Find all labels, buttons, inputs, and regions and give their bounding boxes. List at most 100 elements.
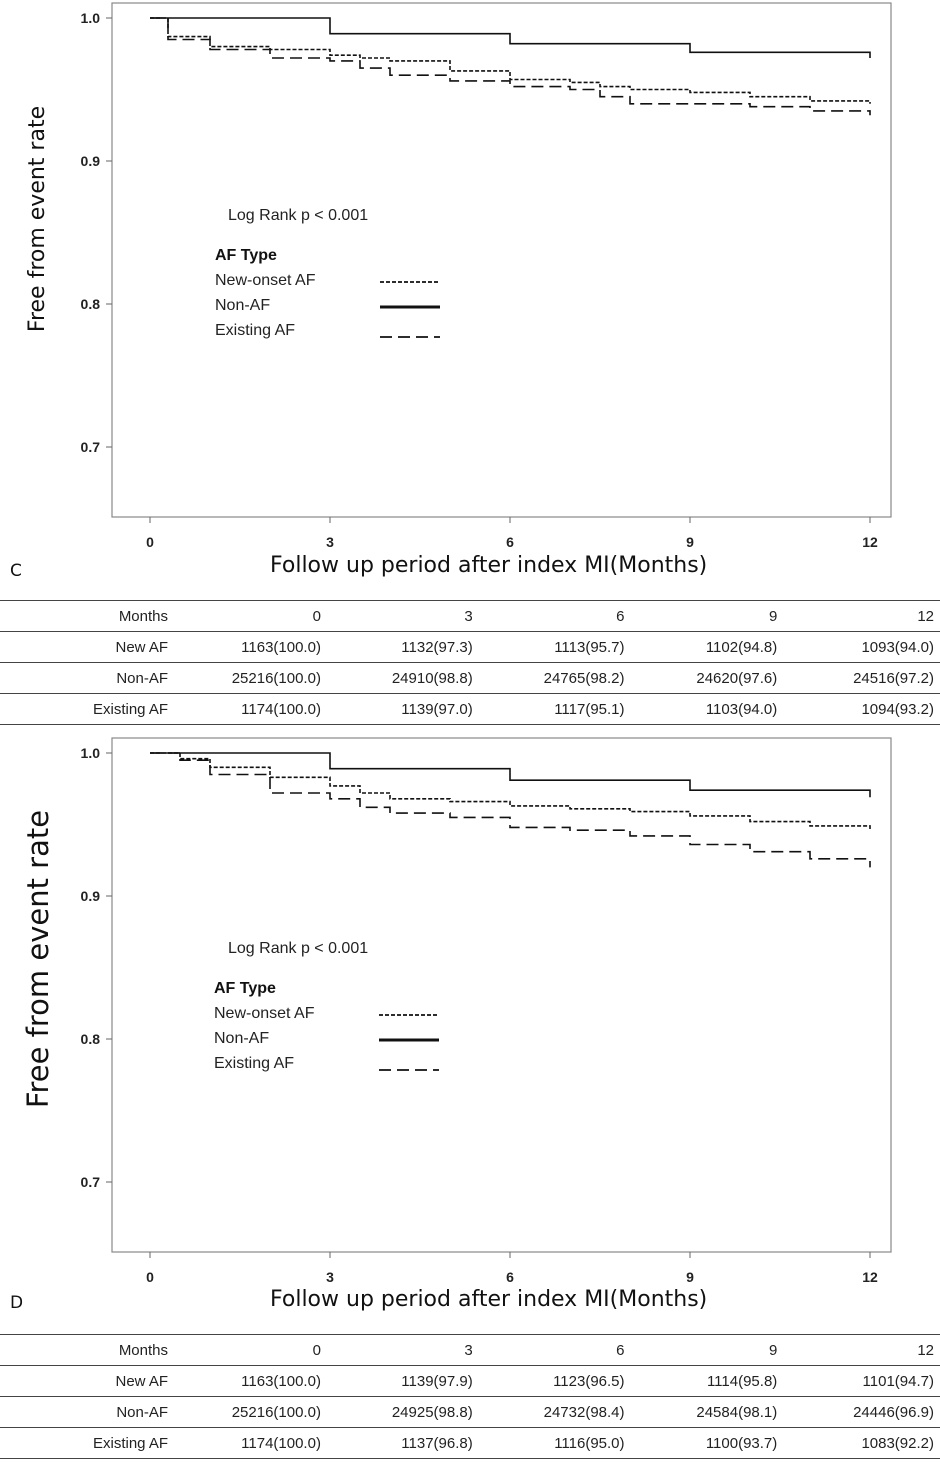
y-tick-label: 0.7 [81, 1174, 101, 1190]
x-tick-label: 9 [686, 1269, 694, 1285]
panel-letter: D [10, 1293, 24, 1313]
panel-d: Free from event rate 1.0 0.9 0.8 0.7 0 3 6 9 12 L… [0, 735, 940, 1335]
table-row: Existing AF 1174(100.0) 1137(96.8) 1116(95.… [0, 1427, 940, 1459]
row-label: Months [0, 600, 171, 632]
table-cell: 9 [624, 600, 778, 632]
table-cell: 1139(97.9) [320, 1365, 473, 1397]
y-tick-label: 0.9 [81, 153, 101, 169]
table-cell: 12 [777, 1334, 940, 1366]
table-cell: 1103(94.0) [624, 693, 778, 725]
series-line-new-onset-af [150, 17, 871, 104]
table-cell: 1137(96.8) [320, 1427, 473, 1459]
legend-label: Existing AF [215, 322, 295, 339]
x-tick-label: 12 [862, 534, 878, 550]
legend-title: AF Type [215, 247, 277, 264]
row-label: Non-AF [0, 1396, 171, 1428]
table-cell: 0 [170, 1334, 321, 1366]
series-line-non-af [150, 752, 871, 798]
row-label: New AF [0, 631, 171, 663]
table-cell: 1132(97.3) [320, 631, 473, 663]
table-cell: 3 [320, 600, 473, 632]
table-cell: 1163(100.0) [170, 631, 321, 663]
table-cell: 24732(98.4) [472, 1396, 625, 1428]
km-chart-d: 1.0 0.9 0.8 0.7 0 3 6 9 12 Log Rank p < 0.001 AF T… [81, 737, 892, 1285]
table-cell: 1113(95.7) [472, 631, 625, 663]
panel-c: Free from event rate 1.0 0.9 0.8 0.7 0 3 6 9 12 L… [0, 0, 940, 600]
table-header-row: Months 0 3 6 9 12 [0, 1334, 940, 1366]
y-tick-label: 0.8 [81, 1031, 101, 1047]
row-label: Non-AF [0, 662, 171, 694]
table-cell: 1163(100.0) [170, 1365, 321, 1397]
y-tick-label: 1.0 [81, 10, 101, 26]
x-tick-label: 9 [686, 534, 694, 550]
x-tick-label: 3 [326, 534, 334, 550]
series-line-new-onset-af [150, 752, 871, 831]
x-tick-label: 6 [506, 1269, 514, 1285]
row-label: Existing AF [0, 693, 171, 725]
row-label: New AF [0, 1365, 171, 1397]
series-line-non-af [150, 17, 871, 58]
y-tick-label: 0.7 [81, 439, 101, 455]
log-rank-annotation: Log Rank p < 0.001 [228, 207, 368, 224]
table-cell: 9 [624, 1334, 778, 1366]
x-axis-label: Follow up period after index MI(Months) [270, 1287, 708, 1312]
plot-frame [111, 2, 892, 518]
log-rank-annotation: Log Rank p < 0.001 [228, 940, 368, 957]
row-label: Existing AF [0, 1427, 171, 1459]
x-tick-label: 0 [146, 534, 154, 550]
legend-label: Non-AF [214, 1030, 269, 1047]
table-cell: 25216(100.0) [170, 662, 321, 694]
y-tick-label: 0.8 [81, 296, 101, 312]
table-cell: 24446(96.9) [777, 1396, 940, 1428]
table-cell: 25216(100.0) [170, 1396, 321, 1428]
table-cell: 1114(95.8) [624, 1365, 778, 1397]
table-row: New AF 1163(100.0) 1139(97.9) 1123(96.5) 111… [0, 1365, 940, 1397]
table-cell: 24910(98.8) [320, 662, 473, 694]
table-cell: 24925(98.8) [320, 1396, 473, 1428]
table-cell: 1101(94.7) [777, 1365, 940, 1397]
y-tick-label: 0.9 [81, 888, 101, 904]
table-cell: 1083(92.2) [777, 1427, 940, 1459]
panel-letter: C [10, 561, 22, 581]
series-line-existing-af [150, 17, 871, 116]
table-cell: 1116(95.0) [472, 1427, 625, 1459]
legend-title: AF Type [214, 980, 276, 997]
table-cell: 1174(100.0) [170, 693, 321, 725]
x-tick-label: 12 [862, 1269, 878, 1285]
table-row: Non-AF 25216(100.0) 24910(98.8) 24765(98.2)… [0, 662, 940, 694]
table-cell: 24584(98.1) [624, 1396, 778, 1428]
table-row: Existing AF 1174(100.0) 1139(97.0) 1117(95.… [0, 693, 940, 725]
table-cell: 1117(95.1) [472, 693, 625, 725]
table-cell: 6 [472, 1334, 625, 1366]
table-cell: 1100(93.7) [624, 1427, 778, 1459]
table-cell: 24620(97.6) [624, 662, 778, 694]
table-cell: 3 [320, 1334, 473, 1366]
table-cell: 1093(94.0) [777, 631, 940, 663]
x-tick-label: 3 [326, 1269, 334, 1285]
km-chart-c: 1.0 0.9 0.8 0.7 0 3 6 9 12 Log Rank p < 0.001 AF T… [81, 2, 892, 550]
x-axis-label: Follow up period after index MI(Months) [270, 553, 708, 578]
table-cell: 12 [777, 600, 940, 632]
plot-frame [111, 737, 892, 1253]
table-cell: 1123(96.5) [472, 1365, 625, 1397]
number-at-risk-table-c: Months 0 3 6 9 12 New AF 1163(100.0) 1132(97.3) 1… [0, 600, 940, 725]
table-cell: 24765(98.2) [472, 662, 625, 694]
legend-label: Non-AF [215, 297, 270, 314]
legend-label: Existing AF [214, 1055, 294, 1072]
table-header-row: Months 0 3 6 9 12 [0, 600, 940, 632]
table-row: New AF 1163(100.0) 1132(97.3) 1113(95.7) 110… [0, 631, 940, 663]
series-line-existing-af [150, 752, 871, 868]
table-cell: 1139(97.0) [320, 693, 473, 725]
x-tick-label: 0 [146, 1269, 154, 1285]
row-label: Months [0, 1334, 171, 1366]
table-cell: 0 [170, 600, 321, 632]
legend-label: New-onset AF [214, 1005, 315, 1022]
table-cell: 1094(93.2) [777, 693, 940, 725]
table-cell: 6 [472, 600, 625, 632]
table-cell: 24516(97.2) [777, 662, 940, 694]
number-at-risk-table-d: Months 0 3 6 9 12 New AF 1163(100.0) 1139(97.9) 1… [0, 1334, 940, 1459]
legend-label: New-onset AF [215, 272, 316, 289]
y-tick-label: 1.0 [81, 745, 101, 761]
table-row: Non-AF 25216(100.0) 24925(98.8) 24732(98.4)… [0, 1396, 940, 1428]
table-cell: 1174(100.0) [170, 1427, 321, 1459]
